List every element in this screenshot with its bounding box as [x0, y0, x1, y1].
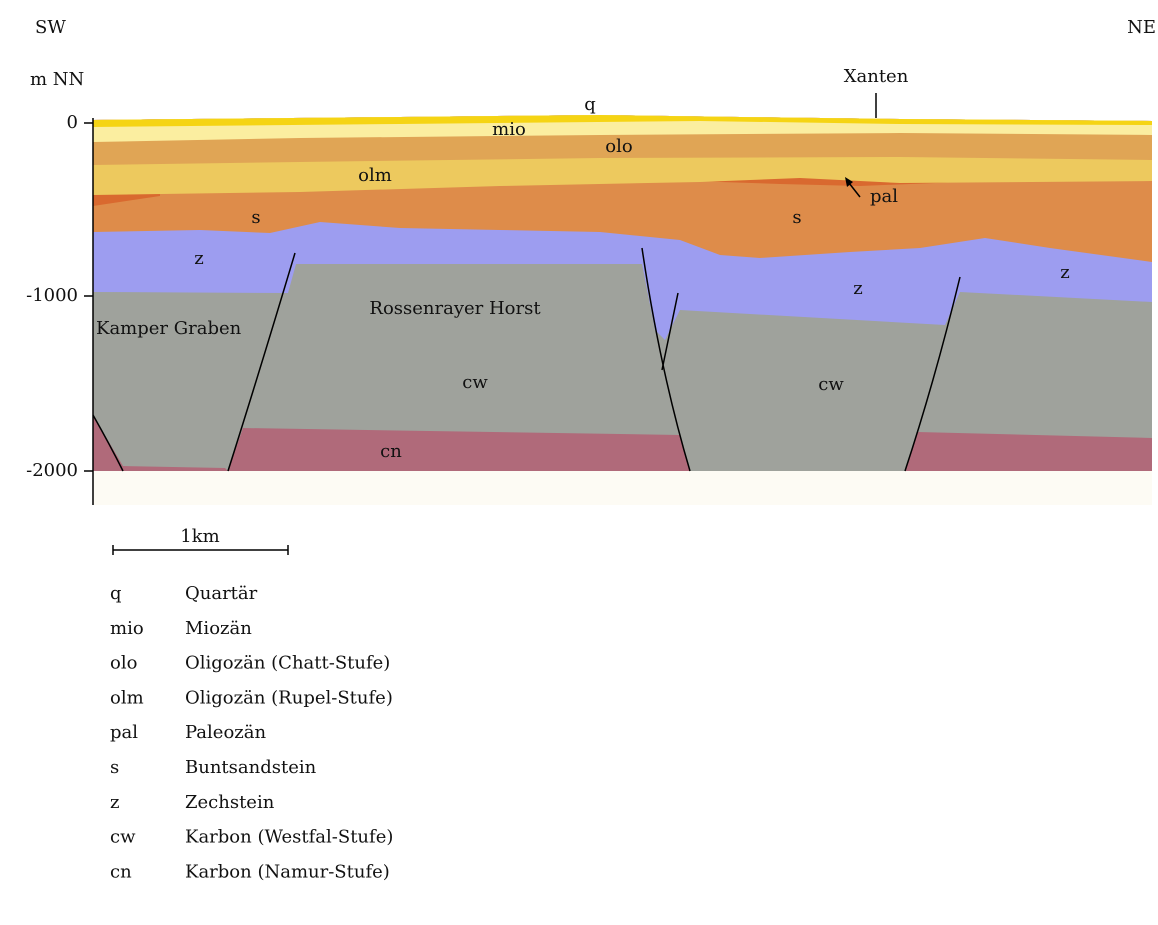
legend-name: Paleozän: [185, 722, 266, 743]
legend: q Quartär mio Miozän olo Oligozän (Chatt-Stuf…: [110, 583, 393, 882]
location: Xanten: [844, 66, 909, 87]
legend-name: Buntsandstein: [185, 757, 317, 778]
axis-label: m NN: [30, 69, 84, 90]
legend-code: cn: [110, 861, 132, 882]
section-label: cw: [462, 372, 488, 393]
legend-code: s: [110, 757, 119, 778]
section-label: cw: [818, 374, 844, 395]
legend-name: Karbon (Westfal-Stufe): [185, 827, 393, 848]
legend-code: olo: [110, 653, 137, 674]
section-label: olo: [605, 136, 632, 157]
scale-label: 1km: [180, 526, 219, 547]
legend-name: Miozän: [185, 618, 252, 639]
legend-code: pal: [110, 722, 138, 743]
section-label: s: [792, 207, 801, 228]
tick-label: -1000: [26, 285, 78, 306]
section-label: q: [584, 94, 596, 115]
tick-label: 0: [67, 112, 78, 133]
legend-code: olm: [110, 687, 144, 708]
section-label: s: [251, 207, 260, 228]
section-label: Kamper Graben: [96, 318, 242, 339]
base-area: [93, 471, 1152, 505]
section-label: Rossenrayer Horst: [369, 298, 541, 319]
section-label: pal: [870, 186, 898, 207]
section-label: olm: [358, 165, 392, 186]
cross-section: SW NE m NN 0 -1000 -2000 Xanten q mio ol…: [0, 0, 1158, 925]
direction: SW: [35, 17, 66, 38]
legend-code: q: [110, 583, 122, 604]
legend-name: Karbon (Namur-Stufe): [185, 861, 390, 882]
legend-name: Quartär: [185, 583, 258, 604]
legend-code: mio: [110, 618, 144, 639]
section-label: mio: [492, 119, 526, 140]
legend-name: Zechstein: [185, 792, 275, 813]
tick-label: -2000: [26, 460, 78, 481]
axis: [84, 118, 93, 505]
legend-code: z: [110, 792, 119, 813]
legend-name: Oligozän (Rupel-Stufe): [185, 687, 393, 708]
section-label: z: [1060, 262, 1069, 283]
section-label: z: [194, 248, 203, 269]
section-label: z: [853, 278, 862, 299]
section-label: cn: [380, 441, 402, 462]
legend-name: Oligozän (Chatt-Stufe): [185, 653, 390, 674]
legend-code: cw: [110, 827, 136, 848]
direction: NE: [1127, 17, 1156, 38]
